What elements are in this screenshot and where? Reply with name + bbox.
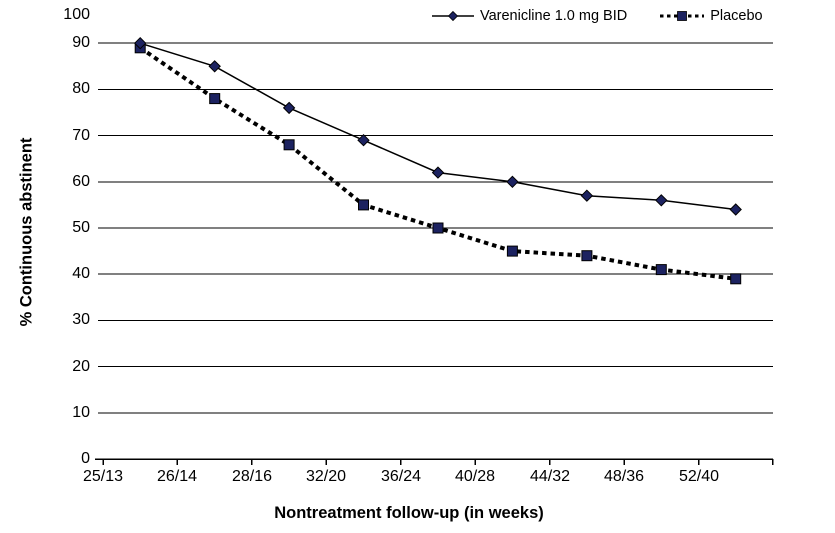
y-tick-label: 70 xyxy=(72,126,90,144)
y-axis-title: % Continuous abstinent xyxy=(17,137,36,327)
x-tick-label: 28/16 xyxy=(231,468,273,485)
x-tick-label: 32/20 xyxy=(305,468,347,485)
placebo-line-sample-icon xyxy=(660,11,705,21)
y-tick-label: 40 xyxy=(72,265,90,283)
y-tick-label: 90 xyxy=(72,34,90,52)
x-tick-label: 44/32 xyxy=(529,468,571,485)
y-tick-label: 20 xyxy=(72,357,90,375)
y-tick-label: 10 xyxy=(72,403,90,421)
y-tick-label: 80 xyxy=(72,80,90,98)
x-tick-label: 40/28 xyxy=(454,468,496,485)
series-varenicline-line xyxy=(139,42,736,211)
legend-item-varenicline: Varenicline 1.0 mg BID xyxy=(431,8,627,24)
legend-label-placebo: Placebo xyxy=(710,8,763,24)
series-placebo-markers xyxy=(134,42,742,285)
y-tick-label: 100 xyxy=(63,6,90,23)
y-tick-label: 50 xyxy=(72,219,90,236)
x-axis-title: Nontreatment follow-up (in weeks) xyxy=(274,504,544,522)
series-placebo-line xyxy=(139,46,736,281)
y-tick-label: 30 xyxy=(72,311,90,329)
legend-item-placebo: Placebo xyxy=(659,8,763,24)
varenicline-line-sample-icon xyxy=(432,10,474,22)
legend: Varenicline 1.0 mg BID Placebo xyxy=(431,8,763,24)
x-tick-label: 25/13 xyxy=(82,468,124,485)
y-tick-label: 60 xyxy=(72,172,90,190)
series-varenicline-markers xyxy=(133,36,742,216)
x-tick-label: 36/24 xyxy=(380,468,422,485)
legend-label-varenicline: Varenicline 1.0 mg BID xyxy=(480,8,628,24)
y-tick-label: 0 xyxy=(81,450,90,467)
x-tick-label: 26/14 xyxy=(156,468,198,485)
x-tick-label: 48/36 xyxy=(603,468,645,485)
x-tick-label: 52/40 xyxy=(678,468,720,485)
x-axis xyxy=(95,458,774,465)
